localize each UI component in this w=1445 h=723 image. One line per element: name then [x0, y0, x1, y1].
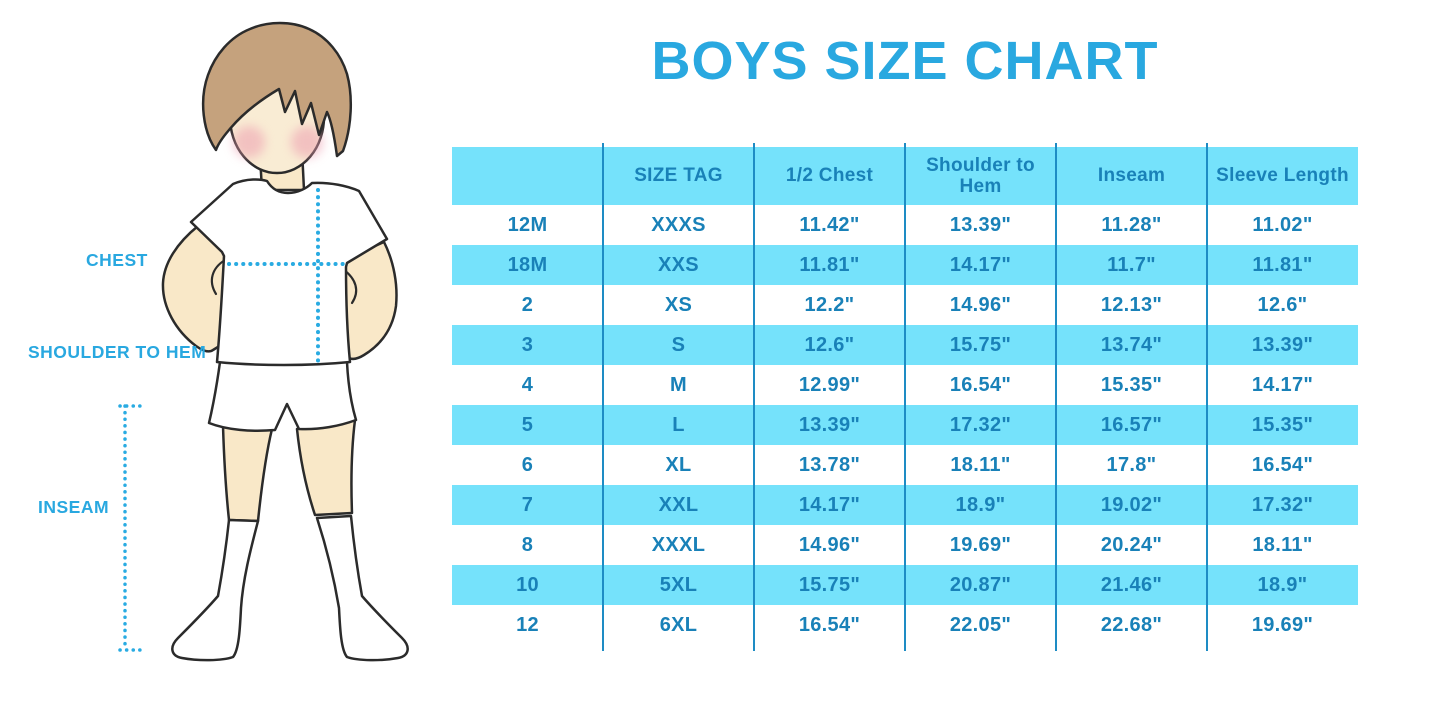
boy-figure-panel: CHEST SHOULDER TO HEM INSEAM: [0, 0, 450, 723]
measurement-cell: M: [670, 373, 687, 396]
shoulder-to-hem-label: SHOULDER TO HEM: [28, 342, 207, 362]
measurement-cell: 11.28": [1101, 213, 1162, 236]
row-size-label: 6: [521, 453, 534, 476]
measurement-cell: XS: [664, 293, 693, 316]
column-separator-line: [753, 143, 755, 651]
measurement-cell: XXS: [658, 253, 699, 276]
measurement-cell: 18.9": [955, 493, 1006, 516]
socks: [171, 514, 409, 662]
measurement-cell: 14.96": [798, 533, 861, 556]
row-size-label: 10: [516, 573, 539, 596]
left-sock: [171, 518, 260, 662]
tshirt: [189, 178, 389, 367]
column-header: Inseam: [1097, 165, 1166, 187]
measurement-cell: 19.69": [949, 533, 1012, 556]
row-size-label: 18M: [507, 253, 548, 276]
measurement-cell: 11.81": [1252, 253, 1313, 276]
measurement-cell: 21.46": [1100, 573, 1163, 596]
measurement-cell: 13.39": [1251, 333, 1314, 356]
measurement-cell: 12.6": [804, 333, 855, 356]
column-separator-line: [1206, 143, 1208, 651]
measurement-cell: 18.11": [1252, 533, 1313, 556]
measurement-cell: 20.87": [949, 573, 1012, 596]
measurement-cell: 17.32": [1251, 493, 1314, 516]
measurement-cell: 13.39": [798, 413, 861, 436]
measurement-cell: 15.35": [1100, 373, 1163, 396]
row-size-label: 4: [521, 373, 534, 396]
measurement-cell: S: [671, 333, 686, 356]
page-title: BOYS SIZE CHART: [651, 31, 1159, 91]
measurement-cell: XXXL: [651, 533, 706, 556]
size-chart-table: SIZE TAG 1/2 Chest Shoulder to Hem Inseam Sl…: [452, 143, 1358, 651]
legs: [221, 418, 357, 523]
measurement-cell: 19.69": [1251, 613, 1314, 636]
measurement-dotted-lines: [118, 188, 346, 652]
measurement-cell: 13.74": [1100, 333, 1163, 356]
measurement-cell: 6XL: [659, 613, 698, 636]
measurement-cell: 15.75": [798, 573, 861, 596]
measurement-cell: 12.2": [804, 293, 855, 316]
measurement-cell: 18.11": [950, 453, 1011, 476]
measurement-cell: 13.39": [949, 213, 1012, 236]
column-header: Shoulder to Hem: [926, 154, 1035, 197]
measurement-cell: 11.42": [799, 213, 860, 236]
row-size-label: 12: [516, 613, 539, 636]
row-size-label: 3: [521, 333, 534, 356]
row-size-label: 7: [521, 493, 534, 516]
measurement-cell: 14.17": [949, 253, 1012, 276]
measurement-cell: XXXS: [651, 213, 706, 236]
column-separator-line: [602, 143, 604, 651]
measurement-cell: 18.9": [1257, 573, 1308, 596]
inseam-label: INSEAM: [38, 497, 110, 517]
measurement-cell: XXL: [658, 493, 699, 516]
shorts: [207, 360, 358, 432]
column-separator-line: [904, 143, 906, 651]
row-size-label: 8: [521, 533, 534, 556]
measurement-cell: 16.54": [798, 613, 861, 636]
measurement-cell: 11.81": [799, 253, 860, 276]
measurement-cell: 15.35": [1251, 413, 1314, 436]
column-header: Sleeve Length: [1216, 165, 1349, 187]
left-leg: [221, 424, 274, 523]
measurement-cell: 16.57": [1100, 413, 1163, 436]
measurement-cell: 14.17": [1251, 373, 1314, 396]
blush-cheeks: [233, 126, 323, 158]
measurement-cell: 16.54": [1251, 453, 1314, 476]
row-size-label: 5: [521, 413, 534, 436]
measurement-cell: 22.68": [1100, 613, 1163, 636]
measurement-cell: 12.6": [1257, 293, 1308, 316]
column-header: 1/2 Chest: [785, 165, 874, 187]
measurement-cell: 15.75": [949, 333, 1012, 356]
row-size-label: 12M: [507, 213, 548, 236]
measurement-cell: 19.02": [1100, 493, 1163, 516]
right-sock: [315, 514, 409, 662]
measurement-cell: 17.32": [949, 413, 1012, 436]
hair: [201, 21, 353, 158]
measurement-cell: 11.7": [1107, 253, 1156, 276]
measurement-cell: 20.24": [1100, 533, 1163, 556]
column-header: SIZE TAG: [634, 165, 723, 187]
boy-illustration: [118, 21, 409, 662]
measurement-cell: 14.17": [798, 493, 861, 516]
measurement-cell: 12.99": [798, 373, 861, 396]
measurement-cell: 14.96": [949, 293, 1012, 316]
measurement-cell: 13.78": [798, 453, 861, 476]
measurement-cell: 16.54": [949, 373, 1012, 396]
column-separator-line: [1055, 143, 1057, 651]
measurement-cell: 5XL: [659, 573, 698, 596]
chest-label: CHEST: [86, 250, 148, 270]
left-arm: [161, 224, 230, 353]
measurement-cell: 17.8": [1106, 453, 1157, 476]
right-leg: [295, 418, 357, 517]
measurement-cell: XL: [665, 453, 692, 476]
measurement-cell: 22.05": [949, 613, 1012, 636]
measurement-cell: 11.02": [1252, 213, 1313, 236]
measurement-cell: L: [672, 413, 685, 436]
row-size-label: 2: [521, 293, 534, 316]
measurement-cell: 12.13": [1100, 293, 1163, 316]
corner-cell: [452, 147, 603, 205]
